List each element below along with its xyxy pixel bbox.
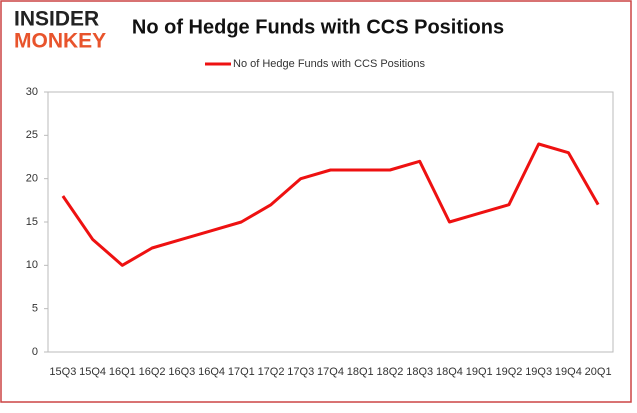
x-tick-label: 19Q1 [466, 366, 493, 378]
x-tick-label: 17Q1 [228, 366, 255, 378]
x-tick-label: 15Q4 [79, 366, 106, 378]
x-tick-label: 18Q4 [436, 366, 463, 378]
y-tick-label: 0 [32, 346, 38, 358]
logo-top: INSIDER [14, 8, 99, 31]
x-tick-label: 16Q1 [109, 366, 136, 378]
x-tick-label: 16Q2 [139, 366, 166, 378]
x-tick-label: 16Q4 [198, 366, 225, 378]
y-tick-label: 10 [26, 259, 38, 271]
x-tick-label: 15Q3 [49, 366, 76, 378]
x-tick-label: 19Q3 [525, 366, 552, 378]
chart-title: No of Hedge Funds with CCS Positions [132, 16, 504, 38]
logo-bottom: MONKEY [14, 30, 106, 53]
x-tick-label: 20Q1 [585, 366, 612, 378]
x-tick-label: 18Q2 [377, 366, 404, 378]
y-tick-label: 15 [26, 216, 38, 228]
x-tick-label: 17Q2 [258, 366, 285, 378]
y-tick-label: 25 [26, 129, 38, 141]
x-tick-label: 18Q1 [347, 366, 374, 378]
y-tick-label: 20 [26, 173, 38, 185]
data-line [61, 142, 600, 267]
legend-label: No of Hedge Funds with CCS Positions [233, 58, 425, 70]
x-tick-label: 16Q3 [168, 366, 195, 378]
frame [0, 0, 632, 403]
x-tick-label: 17Q4 [317, 366, 344, 378]
y-tick-label: 30 [26, 86, 38, 98]
x-tick-label: 19Q2 [495, 366, 522, 378]
x-tick-label: 19Q4 [555, 366, 582, 378]
y-tick-label: 5 [32, 303, 38, 315]
x-tick-label: 18Q3 [406, 366, 433, 378]
x-tick-label: 17Q3 [287, 366, 314, 378]
